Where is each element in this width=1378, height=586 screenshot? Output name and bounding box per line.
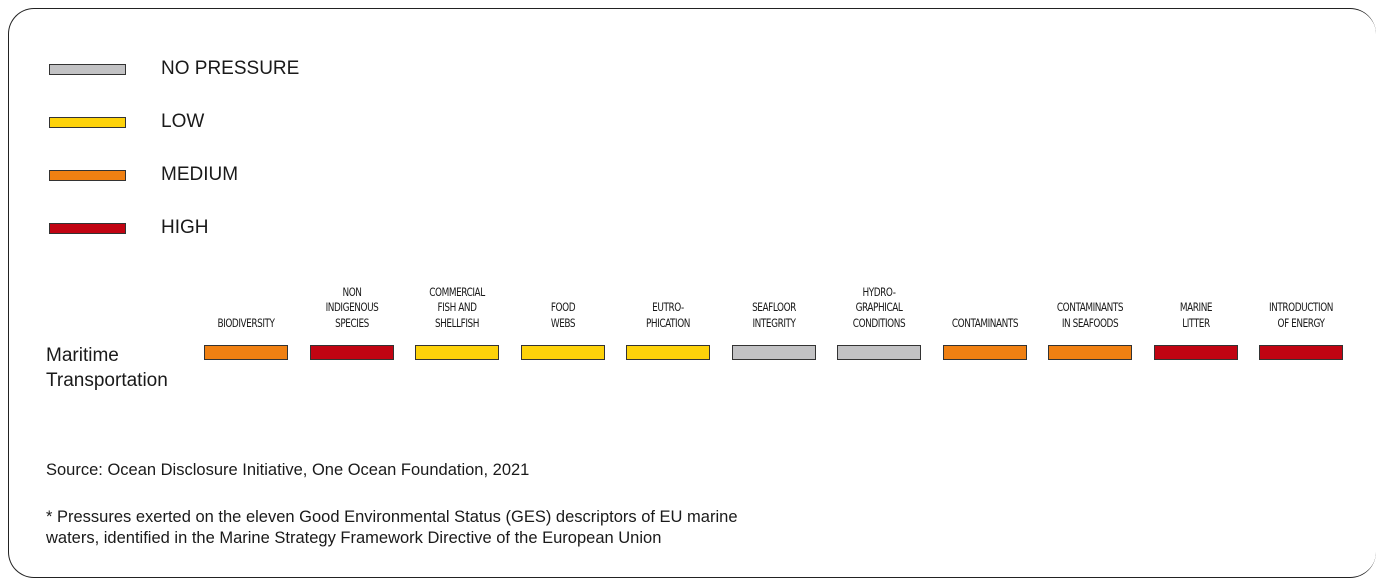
- legend-swatch-low: [49, 117, 126, 128]
- pressure-cell: [204, 345, 288, 360]
- column-header-line: PHICATION: [645, 315, 691, 330]
- footnote: * Pressures exerted on the eleven Good E…: [46, 507, 996, 549]
- column-header-line: FOOD: [550, 300, 575, 314]
- legend-label-none: NO PRESSURE: [161, 58, 300, 79]
- column-header: FOOD WEBS: [511, 300, 614, 331]
- row-label: Maritime Transportation: [46, 343, 168, 393]
- pressure-cell: [1153, 345, 1238, 360]
- column-header: INTRODUCTION OF ENERGY: [1249, 300, 1352, 331]
- row-label-line: Transportation: [46, 370, 168, 391]
- column-header: HYDRO- GRAPHICAL CONDITIONS: [827, 285, 930, 332]
- column-header-line: SEAFLOOR: [751, 300, 796, 314]
- column-header-line: INTRODUCTION: [1268, 300, 1334, 314]
- legend-swatch-high: [49, 223, 126, 234]
- column-header: MARINE LITTER: [1144, 300, 1247, 331]
- column-header-line: LITTER: [1181, 315, 1210, 330]
- legend-swatch-medium: [49, 170, 126, 181]
- column-header-line: HYDRO-: [862, 284, 896, 299]
- column-header-line: COMMERCIAL: [429, 284, 485, 299]
- legend-swatch-none: [49, 64, 126, 75]
- column-header-line: NON: [341, 284, 362, 299]
- column-header: CONTAMINANTS IN SEAFOODS: [1038, 300, 1141, 331]
- column-header-line: EUTRO-: [652, 300, 684, 314]
- legend-label-low: LOW: [161, 111, 205, 132]
- column-header-line: MARINE: [1179, 300, 1212, 314]
- row-label-line: Maritime: [46, 345, 119, 366]
- legend-label-high: HIGH: [161, 217, 209, 238]
- column-header-line: GRAPHICAL: [855, 300, 903, 314]
- column-header: EUTRO- PHICATION: [616, 300, 719, 331]
- column-header: SEAFLOOR INTEGRITY: [722, 300, 825, 331]
- column-header: BIODIVERSITY: [194, 316, 297, 332]
- column-header-line: FISH AND: [437, 300, 477, 314]
- column-header-line: INDIGENOUS: [325, 300, 378, 314]
- footnote-line: * Pressures exerted on the eleven Good E…: [46, 508, 738, 526]
- column-header-line: WEBS: [550, 315, 575, 330]
- column-header-line: BIODIVERSITY: [217, 315, 275, 330]
- column-header-line: INTEGRITY: [751, 315, 796, 330]
- column-header-line: CONDITIONS: [852, 315, 906, 330]
- pressure-cell: [415, 345, 499, 360]
- source-note: Source: Ocean Disclosure Initiative, One…: [46, 461, 530, 479]
- column-header: COMMERCIAL FISH AND SHELLFISH: [405, 285, 508, 332]
- pressure-cell: [837, 345, 921, 360]
- pressure-cell: [731, 345, 816, 360]
- pressure-cell: [309, 345, 394, 360]
- column-header-line: SHELLFISH: [434, 315, 480, 330]
- pressure-cell: [1259, 345, 1343, 360]
- column-header: NON INDIGENOUS SPECIES: [300, 285, 403, 332]
- column-header-line: OF ENERGY: [1277, 315, 1325, 330]
- pressure-cell: [626, 345, 710, 360]
- footnote-line: waters, identified in the Marine Strateg…: [46, 529, 662, 547]
- pressure-cell: [942, 345, 1027, 360]
- column-header-line: SPECIES: [334, 315, 369, 330]
- legend-label-medium: MEDIUM: [161, 164, 239, 185]
- column-header-line: CONTAMINANTS: [951, 315, 1018, 330]
- chart-frame: NO PRESSURE LOW MEDIUM HIGH BIODIVERSITY…: [8, 8, 1376, 578]
- pressure-cell: [520, 345, 605, 360]
- column-header: CONTAMINANTS: [933, 316, 1036, 332]
- column-header-line: IN SEAFOODS: [1061, 315, 1119, 330]
- pressure-cell: [1048, 345, 1132, 360]
- column-header-line: CONTAMINANTS: [1056, 300, 1124, 314]
